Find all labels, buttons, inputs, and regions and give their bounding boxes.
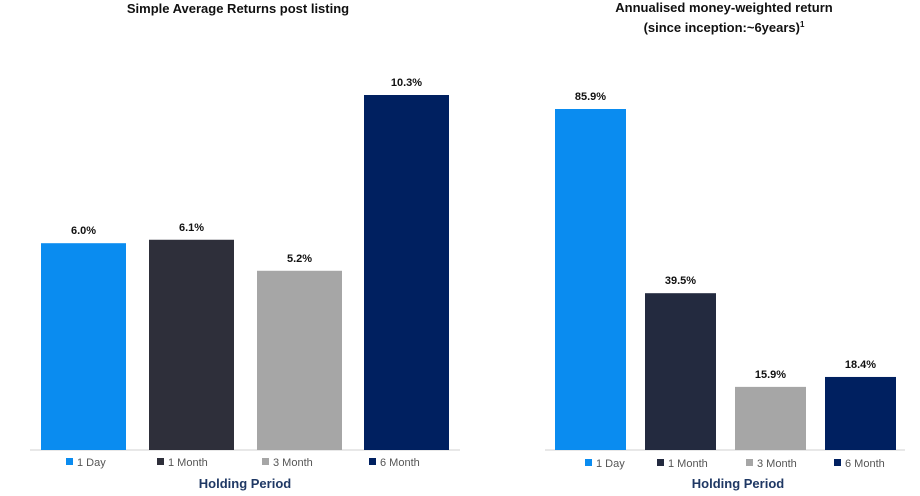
- right-data-label-1-day: 85.9%: [575, 91, 606, 103]
- right-legend-swatch-3-month: [746, 459, 753, 466]
- right-legend-swatch-1-month: [657, 459, 664, 466]
- left-legend-label-1-month: 1 Month: [168, 457, 208, 469]
- left-data-label-1-month: 6.1%: [179, 222, 204, 234]
- left-bar-3-month: [257, 270, 342, 450]
- right-data-label-1-month: 39.5%: [665, 275, 696, 287]
- left-data-label-1-day: 6.0%: [71, 225, 96, 237]
- left-data-label-6-month: 10.3%: [391, 77, 422, 89]
- right-chart-x-axis-label: Holding Period: [692, 476, 785, 491]
- left-bar-1-day: [41, 243, 126, 450]
- left-legend-label-3-month: 3 Month: [273, 457, 313, 469]
- right-legend-swatch-1-day: [585, 459, 592, 466]
- left-legend-swatch-6-month: [369, 458, 376, 465]
- right-legend-swatch-6-month: [834, 459, 841, 466]
- left-data-label-3-month: 5.2%: [287, 253, 312, 265]
- left-chart: Simple Average Returns post listing 6.0%…: [30, 1, 460, 491]
- right-chart: Annualised money-weighted return (since …: [545, 0, 905, 491]
- right-legend-label-6-month: 6 Month: [845, 458, 885, 470]
- left-legend-label-1-day: 1 Day: [77, 457, 106, 469]
- right-chart-subtitle: (since inception:~6years)1: [644, 20, 805, 35]
- left-legend-swatch-3-month: [262, 458, 269, 465]
- right-data-label-3-month: 15.9%: [755, 369, 786, 381]
- left-legend-swatch-1-day: [66, 458, 73, 465]
- right-chart-subtitle-footnote: 1: [800, 20, 805, 29]
- right-legend-label-3-month: 3 Month: [757, 458, 797, 470]
- left-chart-x-axis-label: Holding Period: [199, 476, 292, 491]
- left-legend-label-6-month: 6 Month: [380, 457, 420, 469]
- left-bar-1-month: [149, 239, 234, 450]
- right-chart-subtitle-text: (since inception:~6years): [644, 20, 800, 35]
- right-legend-label-1-month: 1 Month: [668, 458, 708, 470]
- right-bar-6-month: [825, 376, 896, 450]
- left-chart-bars: 6.0% 6.1% 5.2% 10.3%: [41, 77, 449, 450]
- right-bar-1-month: [645, 293, 716, 450]
- left-bar-6-month: [364, 95, 449, 450]
- left-legend-swatch-1-month: [157, 458, 164, 465]
- left-chart-legend: 1 Day 1 Month 3 Month 6 Month: [66, 457, 420, 469]
- right-legend-label-1-day: 1 Day: [596, 458, 625, 470]
- right-bar-3-month: [735, 386, 806, 450]
- right-bar-1-day: [555, 109, 626, 450]
- right-chart-bars: 85.9% 39.5% 15.9% 18.4%: [555, 91, 896, 450]
- right-chart-legend: 1 Day 1 Month 3 Month 6 Month: [585, 458, 885, 470]
- right-chart-title: Annualised money-weighted return: [615, 0, 832, 15]
- right-data-label-6-month: 18.4%: [845, 359, 876, 371]
- left-chart-title: Simple Average Returns post listing: [127, 1, 349, 16]
